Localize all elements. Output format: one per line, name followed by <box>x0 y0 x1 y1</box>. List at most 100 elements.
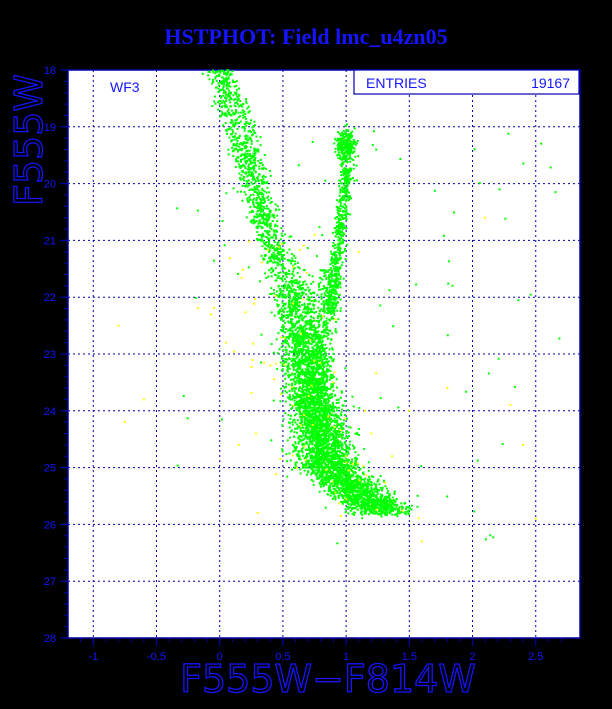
star-point <box>248 149 251 152</box>
star-point <box>351 395 354 398</box>
star-point <box>305 352 308 355</box>
star-point <box>256 207 259 210</box>
star-point <box>233 91 236 94</box>
star-point <box>312 400 315 403</box>
star-point <box>288 302 291 305</box>
star-point <box>260 207 263 210</box>
star-point <box>311 335 314 338</box>
star-point <box>344 443 347 446</box>
star-point <box>337 401 340 404</box>
star-point <box>274 273 277 276</box>
star-point <box>316 420 319 423</box>
star-point <box>316 335 319 338</box>
star-point <box>318 452 321 455</box>
star-point <box>310 399 313 402</box>
star-point <box>292 336 295 339</box>
star-point <box>237 149 240 152</box>
star-point <box>287 370 290 373</box>
star-point <box>290 334 293 337</box>
star-point <box>340 435 343 438</box>
star-point <box>348 486 351 489</box>
star-point <box>329 365 332 368</box>
star-point <box>321 481 324 484</box>
star-point <box>298 409 301 412</box>
star-point <box>387 505 390 508</box>
star-point <box>317 426 320 429</box>
star-point <box>292 274 295 277</box>
star-point <box>305 374 308 377</box>
star-point <box>311 387 314 390</box>
star-point <box>313 409 316 412</box>
star-point <box>228 98 231 101</box>
star-point <box>361 493 364 496</box>
star-point <box>353 465 356 468</box>
star-point <box>356 503 359 506</box>
star-point <box>288 313 291 316</box>
star-point <box>250 138 253 141</box>
star-point <box>244 144 247 147</box>
star-point <box>339 451 342 454</box>
star-point <box>322 408 325 411</box>
star-point <box>304 378 307 381</box>
star-point <box>279 310 282 313</box>
star-point <box>266 220 269 223</box>
star-point <box>344 470 347 473</box>
star-point <box>331 395 334 398</box>
star-point <box>291 285 294 288</box>
star-point <box>281 235 284 238</box>
star-point <box>329 375 332 378</box>
star-point <box>311 431 314 434</box>
star-point <box>265 182 268 185</box>
star-point <box>358 486 361 489</box>
star-point <box>323 479 326 482</box>
star-point <box>267 244 270 247</box>
star-point <box>316 402 319 405</box>
star-point <box>318 442 321 445</box>
star-point <box>338 478 341 481</box>
star-point <box>258 192 261 195</box>
star-point <box>326 471 329 474</box>
star-point <box>216 70 219 73</box>
star-point <box>261 164 264 167</box>
star-point <box>253 149 256 152</box>
star-point <box>269 222 272 225</box>
star-point <box>340 411 343 414</box>
star-point <box>319 389 322 392</box>
star-point <box>323 418 326 421</box>
star-point <box>300 412 303 415</box>
star-point <box>315 403 318 406</box>
star-point <box>259 198 262 201</box>
star-point <box>317 396 320 399</box>
star-point <box>230 109 233 112</box>
star-point <box>290 319 293 322</box>
star-point <box>235 137 238 140</box>
star-point <box>253 177 256 180</box>
star-point <box>294 364 297 367</box>
star-point <box>337 406 340 409</box>
star-point <box>332 469 335 472</box>
star-point <box>361 478 364 481</box>
star-point <box>249 162 252 165</box>
star-point <box>339 464 342 467</box>
star-point <box>325 408 328 411</box>
star-point <box>301 448 304 451</box>
star-point <box>325 470 328 473</box>
star-point <box>340 468 343 471</box>
star-point <box>312 450 315 453</box>
star-point <box>304 363 307 366</box>
star-point <box>308 431 311 434</box>
star-point <box>283 386 286 389</box>
star-point <box>326 438 329 441</box>
star-point <box>307 410 310 413</box>
star-point <box>287 321 290 324</box>
star-point <box>304 388 307 391</box>
star-point <box>260 239 263 242</box>
star-point <box>334 463 337 466</box>
star-point <box>269 226 272 229</box>
star-point <box>282 362 285 365</box>
star-point <box>290 326 293 329</box>
star-point <box>264 176 267 179</box>
star-point <box>285 275 288 278</box>
star-point <box>293 335 296 338</box>
star-point <box>257 179 260 182</box>
